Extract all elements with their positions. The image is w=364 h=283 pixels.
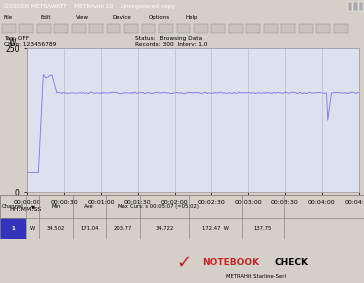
Bar: [107, 24, 120, 33]
Text: NOTEBOOK: NOTEBOOK: [202, 258, 259, 267]
Text: W: W: [30, 226, 35, 231]
Bar: [37, 24, 51, 33]
Bar: [316, 24, 330, 33]
Text: Edit: Edit: [40, 15, 51, 20]
Text: Max: Max: [118, 204, 128, 209]
Bar: [264, 24, 278, 33]
Text: METRAHit Starline-Seri: METRAHit Starline-Seri: [226, 274, 286, 279]
Text: Ave: Ave: [84, 204, 94, 209]
Text: Options: Options: [149, 15, 170, 20]
Text: View: View: [76, 15, 90, 20]
Text: Help: Help: [186, 15, 198, 20]
Bar: [359, 2, 363, 11]
Text: Min: Min: [51, 204, 61, 209]
Text: Status:  Browsing Data: Status: Browsing Data: [135, 36, 202, 41]
Text: 203.77: 203.77: [114, 226, 132, 231]
Bar: [72, 24, 86, 33]
Text: 1: 1: [11, 226, 15, 231]
Bar: [353, 2, 358, 11]
Text: 137.75: 137.75: [254, 226, 272, 231]
Bar: [194, 24, 208, 33]
Text: Chan: 123456789: Chan: 123456789: [4, 42, 56, 47]
Bar: [229, 24, 243, 33]
Bar: [348, 2, 352, 11]
Bar: [89, 24, 103, 33]
Bar: [54, 24, 68, 33]
Text: 34.722: 34.722: [155, 226, 174, 231]
Text: 172.47  W: 172.47 W: [202, 226, 229, 231]
Bar: [159, 24, 173, 33]
Text: Device: Device: [113, 15, 132, 20]
Bar: [19, 24, 33, 33]
Text: Records: 300  Interv: 1.0: Records: 300 Interv: 1.0: [135, 42, 207, 47]
Bar: [246, 24, 260, 33]
Text: 34.502: 34.502: [47, 226, 65, 231]
Bar: [334, 24, 348, 33]
Text: File: File: [4, 15, 13, 20]
Bar: [177, 24, 190, 33]
Bar: [211, 24, 225, 33]
Text: Channel: Channel: [2, 204, 24, 209]
Bar: [142, 24, 155, 33]
Text: HH:MM:SS: HH:MM:SS: [9, 207, 41, 212]
Text: W: W: [9, 38, 17, 47]
Text: ✓: ✓: [176, 254, 191, 272]
Bar: [124, 24, 138, 33]
Bar: [281, 24, 295, 33]
Text: CHECK: CHECK: [275, 258, 309, 267]
Text: 171.04: 171.04: [80, 226, 98, 231]
Text: Curs: s 00:05:07 (=05:02): Curs: s 00:05:07 (=05:02): [130, 204, 199, 209]
Bar: [299, 24, 313, 33]
Text: ▼: ▼: [31, 204, 35, 209]
Bar: [2, 24, 16, 33]
Text: GOSSEN METRAWATT    METRAwin 10    Unregistered copy: GOSSEN METRAWATT METRAwin 10 Unregistere…: [4, 4, 174, 9]
Text: Tag: OFF: Tag: OFF: [4, 36, 29, 41]
Bar: [0, 218, 26, 239]
